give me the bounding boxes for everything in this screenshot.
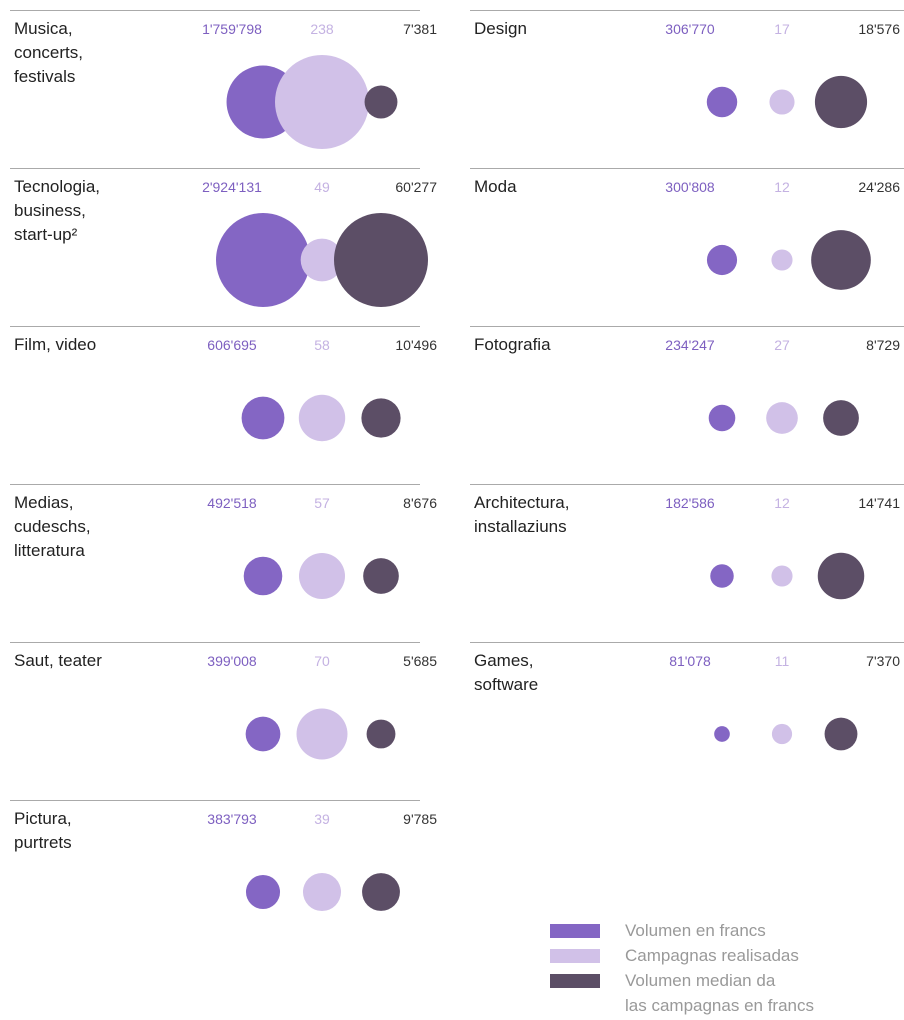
bubble — [771, 723, 793, 745]
bubble — [216, 213, 310, 307]
bubble — [298, 394, 346, 442]
value-label: 17 — [774, 21, 790, 37]
bubble — [714, 726, 730, 742]
bubble — [243, 556, 283, 596]
value-label: 57 — [314, 495, 330, 511]
value-label: 306'770 — [665, 21, 715, 37]
bubble — [334, 213, 428, 307]
bubble — [363, 558, 399, 594]
bubble — [766, 402, 798, 434]
category-label: Musica, concerts, festivals — [14, 19, 83, 86]
bubble — [814, 75, 868, 129]
category-label: Games, software — [474, 651, 539, 694]
category-label: Tecnologia, business, start-up² — [14, 177, 101, 244]
value-label: 58 — [314, 337, 330, 353]
bubble — [298, 552, 346, 600]
value-label: 81'078 — [669, 653, 711, 669]
legend-label: Volumen en francs — [625, 921, 766, 940]
bubble — [245, 874, 281, 910]
value-label: 9'785 — [403, 811, 437, 827]
bubble — [706, 86, 738, 118]
bubble — [241, 396, 285, 440]
bubble — [364, 85, 398, 119]
bubble — [361, 398, 401, 438]
bubble — [811, 230, 871, 290]
category-label: Medias, cudeschs, litteratura — [14, 493, 91, 560]
bubble — [302, 872, 342, 912]
value-label: 300'808 — [665, 179, 715, 195]
value-label: 383'793 — [207, 811, 257, 827]
legend-swatch — [550, 974, 600, 988]
value-label: 1'759'798 — [202, 21, 262, 37]
value-label: 238 — [310, 21, 334, 37]
value-label: 492'518 — [207, 495, 257, 511]
value-label: 12 — [774, 179, 790, 195]
bubble — [817, 552, 865, 600]
category-label: Fotografia — [474, 335, 551, 354]
legend-label: Volumen median da las campagnas en franc… — [625, 971, 814, 1015]
bubble — [362, 873, 400, 911]
category-label: Design — [474, 19, 527, 38]
legend-swatch — [550, 924, 600, 938]
value-label: 234'247 — [665, 337, 715, 353]
bubble — [769, 89, 795, 115]
value-label: 27 — [774, 337, 790, 353]
value-label: 182'586 — [665, 495, 715, 511]
bubble — [771, 249, 793, 271]
legend-swatch — [550, 949, 600, 963]
category-label: Saut, teater — [14, 651, 102, 670]
value-label: 8'676 — [403, 495, 437, 511]
value-label: 8'729 — [866, 337, 900, 353]
bubble — [771, 565, 793, 587]
bubble — [708, 404, 736, 432]
bubble — [366, 719, 396, 749]
category-label: Pictura, purtrets — [14, 809, 72, 852]
legend-label: Campagnas realisadas — [625, 946, 799, 965]
category-label: Film, video — [14, 335, 97, 354]
value-label: 14'741 — [858, 495, 900, 511]
value-label: 11 — [774, 653, 790, 669]
value-label: 7'370 — [866, 653, 900, 669]
value-label: 39 — [314, 811, 330, 827]
value-label: 5'685 — [403, 653, 437, 669]
category-label: Moda — [474, 177, 517, 196]
bubble — [824, 717, 858, 751]
bubble — [275, 55, 369, 149]
bubble — [706, 244, 738, 276]
value-label: 18'576 — [858, 21, 900, 37]
value-label: 399'008 — [207, 653, 257, 669]
value-label: 12 — [774, 495, 790, 511]
bubble — [710, 564, 734, 588]
bubble — [296, 708, 348, 760]
bubble — [245, 716, 281, 752]
value-label: 10'496 — [395, 337, 437, 353]
value-label: 60'277 — [395, 179, 437, 195]
value-label: 606'695 — [207, 337, 257, 353]
category-label: Architectura, installaziuns — [474, 493, 570, 536]
bubble — [823, 400, 859, 436]
value-label: 7'381 — [403, 21, 437, 37]
value-label: 70 — [314, 653, 330, 669]
bubble — [300, 238, 344, 282]
value-label: 49 — [314, 179, 330, 195]
value-label: 2'924'131 — [202, 179, 262, 195]
value-label: 24'286 — [858, 179, 900, 195]
